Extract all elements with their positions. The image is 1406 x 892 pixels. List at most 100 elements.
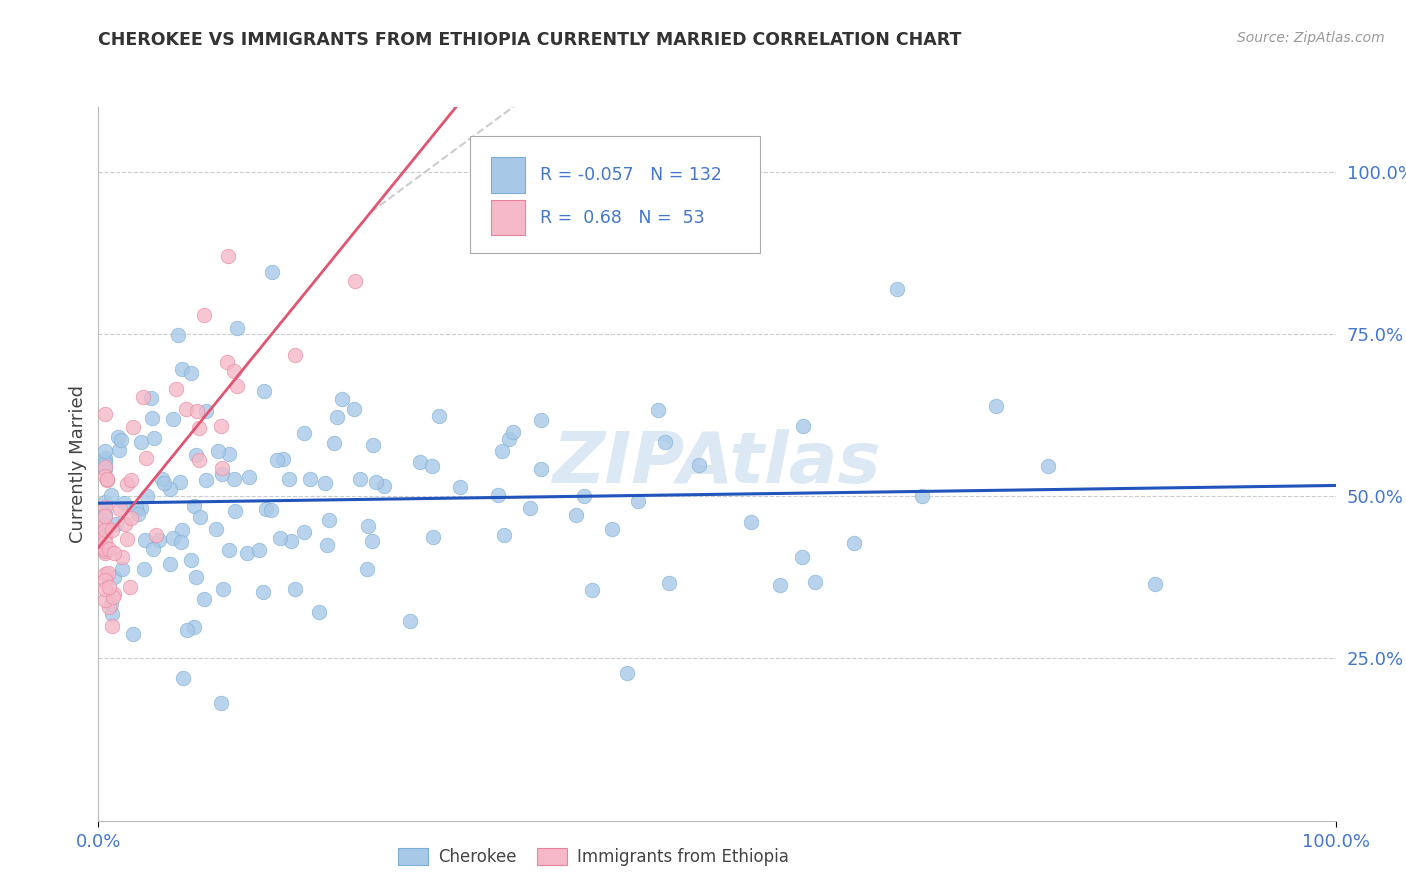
Point <box>129 501 152 516</box>
Point <box>172 524 194 538</box>
Point <box>768 578 790 592</box>
Point <box>93 444 115 458</box>
Point <box>420 459 443 474</box>
Point <box>93 582 115 596</box>
Point <box>125 500 148 515</box>
Point <box>266 453 288 467</box>
Point <box>600 522 623 536</box>
Point <box>449 480 471 494</box>
Point <box>211 460 233 475</box>
Point <box>94 454 117 468</box>
Point <box>356 562 378 576</box>
Bar <box>491 200 526 235</box>
Point <box>218 447 240 461</box>
Point <box>121 420 143 434</box>
Point <box>616 666 638 681</box>
Point <box>187 453 209 467</box>
Point <box>93 524 115 538</box>
Point <box>122 627 145 641</box>
Point <box>254 502 277 516</box>
Point <box>1144 577 1167 591</box>
Text: R = -0.057   N = 132: R = -0.057 N = 132 <box>540 166 723 184</box>
Point <box>169 475 191 489</box>
Text: ZIPAtlas: ZIPAtlas <box>553 429 882 499</box>
Point <box>112 496 135 510</box>
Point <box>101 523 124 537</box>
Point <box>93 450 115 465</box>
Point <box>284 347 307 361</box>
Point <box>103 546 125 560</box>
Point <box>93 468 115 483</box>
Point <box>260 264 283 278</box>
Point <box>318 513 340 527</box>
Point <box>803 575 825 590</box>
Point <box>135 490 157 504</box>
Point <box>188 420 211 434</box>
Point <box>134 533 156 548</box>
Point <box>207 444 229 458</box>
Point <box>226 378 249 392</box>
Point <box>519 501 541 516</box>
Point <box>502 425 524 440</box>
Point <box>142 431 165 445</box>
Point <box>180 552 202 566</box>
Bar <box>491 157 526 193</box>
Point <box>93 459 115 474</box>
Point <box>271 452 294 467</box>
Point <box>205 522 228 536</box>
Point <box>658 576 681 591</box>
Point <box>165 382 187 396</box>
Point <box>314 475 336 490</box>
Point <box>93 508 115 523</box>
Point <box>280 533 302 548</box>
Point <box>93 544 115 558</box>
Point <box>222 472 245 486</box>
Point <box>93 566 115 581</box>
Point <box>323 435 346 450</box>
Point <box>215 355 238 369</box>
Point <box>159 482 181 496</box>
Point <box>194 404 217 418</box>
Point <box>103 586 125 600</box>
Point <box>96 472 118 486</box>
Point <box>141 391 163 405</box>
Point <box>224 504 246 518</box>
Point <box>170 534 193 549</box>
Point <box>284 582 307 596</box>
Point <box>565 508 588 522</box>
Point <box>103 570 125 584</box>
Point <box>195 473 218 487</box>
Point <box>581 582 603 597</box>
Point <box>118 580 141 594</box>
Point <box>530 413 553 427</box>
Point <box>298 472 321 486</box>
Point <box>93 517 115 532</box>
Text: Source: ZipAtlas.com: Source: ZipAtlas.com <box>1237 31 1385 45</box>
Point <box>94 495 117 509</box>
Point <box>97 541 120 556</box>
Point <box>145 528 167 542</box>
Point <box>107 430 129 444</box>
Point <box>398 614 420 628</box>
Point <box>186 570 208 584</box>
Point <box>361 533 384 548</box>
Point <box>278 471 301 485</box>
Point <box>93 540 115 554</box>
Point <box>141 410 163 425</box>
Point <box>292 425 315 440</box>
Point <box>292 525 315 540</box>
Point <box>101 619 124 633</box>
Point <box>97 599 120 614</box>
Point <box>111 562 134 576</box>
Point <box>100 607 122 621</box>
Point <box>842 536 865 550</box>
Point <box>110 434 132 448</box>
Point <box>494 527 516 541</box>
Point <box>238 470 260 484</box>
Point <box>93 462 115 476</box>
Point <box>343 275 366 289</box>
Point <box>226 321 249 335</box>
FancyBboxPatch shape <box>470 136 761 253</box>
Point <box>153 476 176 491</box>
Point <box>93 546 115 560</box>
